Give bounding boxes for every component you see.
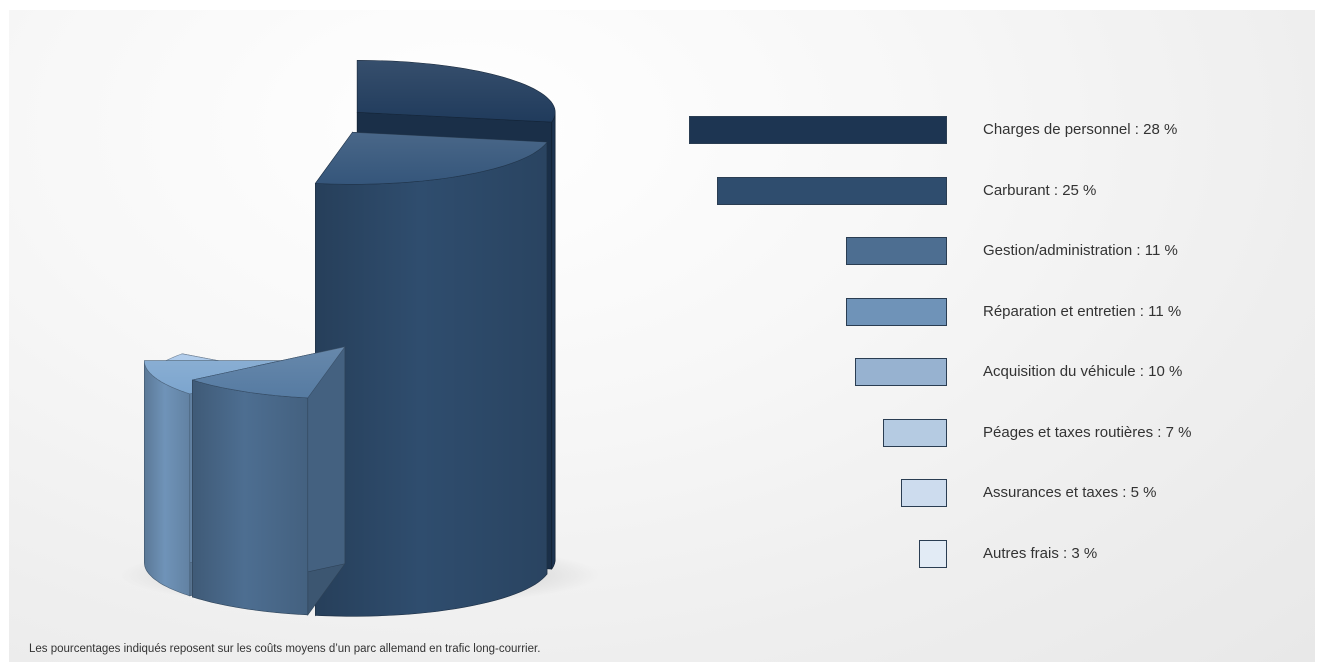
legend-bar-3 — [845, 237, 947, 265]
pie-slice-2 — [314, 131, 548, 617]
legend-label-8: Autres frais : 3 % — [983, 544, 1098, 562]
legend-label-3: Gestion/administration : 11 % — [983, 242, 1178, 259]
legend-bar-1 — [689, 116, 947, 144]
legend-label-5: Acquisition du véhicule : 10 % — [983, 363, 1183, 380]
legend-bar-6 — [882, 418, 947, 447]
legend-bar-2 — [716, 176, 947, 205]
legend-label-1: Charges de personnel : 28 % — [983, 121, 1178, 138]
footnote: Les pourcentages indiqués reposent sur l… — [29, 643, 541, 655]
legend-bar-7 — [900, 479, 947, 507]
legend-label-2: Carburant : 25 % — [983, 181, 1097, 199]
pie-slice-3 — [192, 345, 346, 616]
legend-label-7: Assurances et taxes : 5 % — [983, 484, 1157, 501]
legend-bar-4 — [845, 297, 947, 326]
legend-label-6: Péages et taxes routières : 7 % — [983, 423, 1192, 441]
legend-bar-8 — [919, 539, 947, 568]
pie-slices — [144, 59, 556, 617]
legend-bar-5 — [854, 358, 947, 386]
legend-label-4: Réparation et entretien : 11 % — [983, 302, 1182, 320]
